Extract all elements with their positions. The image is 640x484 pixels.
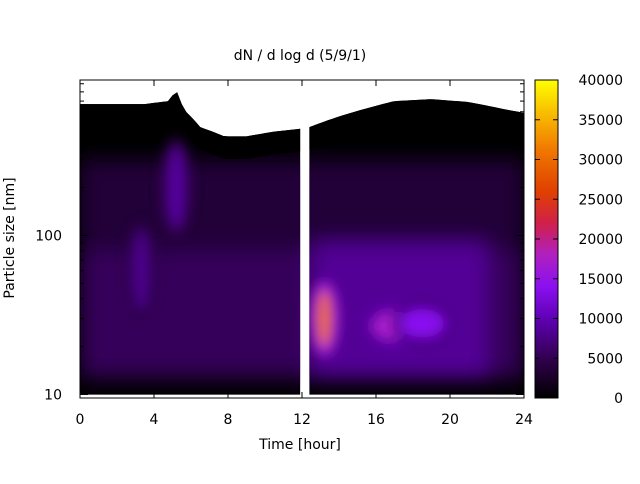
y-axis-ticks: 10 100 xyxy=(35,83,524,403)
x-axis-label: Time [hour] xyxy=(258,437,341,453)
x-tick-label: 0 xyxy=(76,412,85,428)
heatmap-features xyxy=(125,137,453,357)
y-tick-label: 10 xyxy=(44,387,62,403)
feature-0 xyxy=(317,290,332,347)
chart-title: dN / d log d (5/9/1) xyxy=(234,48,367,64)
feature-4 xyxy=(133,230,150,311)
feature-2 xyxy=(400,309,445,338)
x-tick-label: 24 xyxy=(515,412,533,428)
feature-3 xyxy=(168,147,185,228)
x-axis-ticks: 0 4 8 12 16 20 24 xyxy=(76,80,533,428)
colorbar-ticks: 0 5000 10000 15000 20000 25000 30000 35000 40000 xyxy=(535,73,623,407)
x-tick-label: 20 xyxy=(441,412,459,428)
colorbar-tick-label: 0 xyxy=(614,391,623,407)
colorbar-tick-label: 20000 xyxy=(578,232,623,248)
x-tick-label: 4 xyxy=(150,412,159,428)
x-tick-label: 16 xyxy=(367,412,385,428)
x-tick-label: 8 xyxy=(224,412,233,428)
y-tick-label: 100 xyxy=(35,228,62,244)
x-tick-label: 12 xyxy=(293,412,311,428)
colorbar-tick-label: 10000 xyxy=(578,312,623,328)
colorbar-tick-label: 15000 xyxy=(578,272,623,288)
colorbar-tick-label: 25000 xyxy=(578,192,623,208)
colorbar-tick-label: 40000 xyxy=(578,73,623,89)
heatmap-body xyxy=(80,92,524,395)
y-axis-label: Particle size [nm] xyxy=(2,177,18,298)
heatmap-area xyxy=(80,92,524,395)
colorbar-tick-label: 35000 xyxy=(578,113,623,129)
colorbar-tick-label: 30000 xyxy=(578,153,623,169)
colorbar-tick-label: 5000 xyxy=(587,351,623,367)
